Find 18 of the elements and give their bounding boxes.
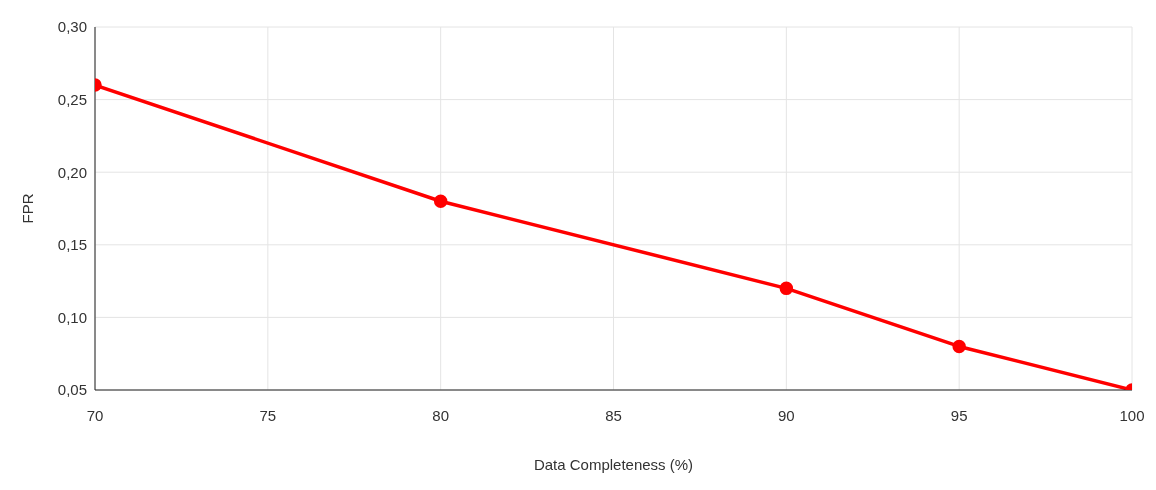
x-tick-label: 95: [950, 406, 968, 424]
y-tick-label: 0,10: [57, 308, 87, 326]
x-tick-label: 80: [432, 406, 450, 424]
y-axis-title: FPR: [19, 193, 37, 224]
y-tick-label: 0,05: [57, 381, 87, 399]
x-tick-label: 75: [259, 406, 277, 424]
point: [952, 339, 966, 354]
x-tick-label: 70: [86, 406, 104, 424]
x-axis-title: Data Completeness (%): [533, 456, 694, 473]
y-tick-label: 0,30: [57, 18, 87, 36]
y-tick-label: 0,20: [57, 163, 87, 181]
point: [779, 281, 794, 296]
x-tick-label: 85: [605, 406, 622, 424]
y-tick-label: 0,25: [57, 90, 87, 108]
x-tick-label: 100: [1119, 406, 1145, 424]
point: [433, 194, 448, 208]
y-tick-label: 0,15: [57, 236, 87, 254]
x-tick-label: 90: [777, 406, 795, 424]
